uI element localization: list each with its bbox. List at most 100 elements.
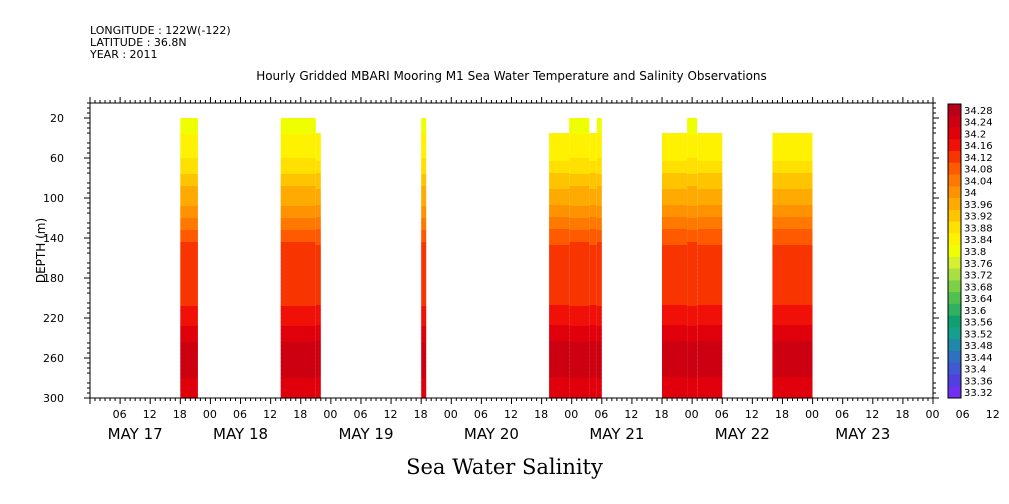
heatmap-cell: [697, 257, 723, 262]
heatmap-cell: [315, 153, 321, 158]
heatmap-cell: [772, 285, 813, 290]
colorbar-swatch: [948, 268, 961, 281]
heatmap-cell: [315, 317, 321, 322]
heatmap-cell: [596, 138, 602, 143]
heatmap-cell: [280, 126, 316, 131]
heatmap-cell: [596, 142, 602, 147]
heatmap-cell: [662, 385, 688, 390]
heatmap-cell: [687, 338, 698, 343]
heatmap-cell: [180, 254, 198, 259]
heatmap-cell: [180, 230, 198, 235]
heatmap-cell: [772, 221, 813, 226]
heatmap-cell: [180, 210, 198, 215]
heatmap-cell: [280, 370, 316, 375]
heatmap-cell: [596, 230, 602, 235]
heatmap-cell: [772, 305, 813, 310]
heatmap-cell: [280, 246, 316, 251]
heatmap-cell: [315, 385, 321, 390]
x-hour-tick-label: 12: [745, 408, 759, 421]
heatmap-cell: [687, 166, 698, 171]
heatmap-cell: [549, 261, 570, 266]
heatmap-cell: [549, 289, 570, 294]
heatmap-cell: [280, 238, 316, 243]
heatmap-cell: [180, 198, 198, 203]
heatmap-cell: [772, 313, 813, 318]
heatmap-cell: [421, 202, 427, 207]
heatmap-cell: [589, 377, 597, 382]
heatmap-cell: [662, 161, 688, 166]
heatmap-cell: [421, 310, 427, 315]
heatmap-cell: [596, 274, 602, 279]
x-hour-tick-label: 18: [414, 408, 428, 421]
heatmap-cell: [772, 317, 813, 322]
heatmap-cell: [280, 222, 316, 227]
heatmap-cell: [596, 150, 602, 155]
heatmap-cell: [687, 186, 698, 191]
heatmap-cell: [662, 261, 688, 266]
heatmap-cell: [772, 333, 813, 338]
heatmap-cell: [589, 173, 597, 178]
x-hour-tick-label: 06: [113, 408, 127, 421]
heatmap-cell: [662, 337, 688, 342]
heatmap-cell: [315, 337, 321, 342]
heatmap-cell: [687, 202, 698, 207]
heatmap-cell: [589, 225, 597, 230]
heatmap-cell: [687, 158, 698, 163]
heatmap-cell: [772, 293, 813, 298]
colorbar-label: 33.76: [964, 259, 993, 270]
heatmap-cell: [697, 193, 723, 198]
heatmap-cell: [662, 165, 688, 170]
heatmap-cell: [589, 341, 597, 346]
heatmap-cell: [687, 294, 698, 299]
heatmap-cell: [697, 265, 723, 270]
heatmap-cell: [180, 378, 198, 383]
heatmap-cell: [549, 233, 570, 238]
heatmap-cell: [772, 245, 813, 250]
heatmap-cell: [280, 242, 316, 247]
colorbar-swatch: [948, 256, 961, 270]
heatmap-cell: [589, 161, 597, 166]
heatmap-cell: [687, 130, 698, 135]
x-day-label: MAY 19: [338, 425, 393, 443]
x-hour-tick-label: 00: [926, 408, 940, 421]
heatmap-cell: [180, 374, 198, 379]
heatmap-cell: [280, 210, 316, 215]
heatmap-cell: [596, 186, 602, 191]
heatmap-cell: [596, 158, 602, 163]
heatmap-cell: [772, 233, 813, 238]
heatmap-cell: [772, 349, 813, 354]
heatmap-cell: [662, 245, 688, 250]
heatmap-cell: [697, 301, 723, 306]
colorbar-label: 33.6: [964, 306, 986, 317]
heatmap-cell: [280, 278, 316, 283]
heatmap-cell: [315, 245, 321, 250]
heatmap-cell: [549, 349, 570, 354]
heatmap-cell: [662, 381, 688, 386]
heatmap-cell: [596, 178, 602, 183]
heatmap-cell: [697, 389, 723, 394]
colorbar-label: 34.08: [964, 165, 993, 176]
heatmap-cell: [315, 289, 321, 294]
heatmap-cell: [549, 173, 570, 178]
heatmap-cell: [421, 118, 427, 123]
heatmap-cell: [315, 225, 321, 230]
heatmap-cell: [687, 350, 698, 355]
heatmap-cell: [662, 273, 688, 278]
heatmap-cell: [569, 358, 590, 363]
heatmap-cell: [662, 345, 688, 350]
heatmap-cell: [589, 313, 597, 318]
heatmap-cell: [315, 277, 321, 282]
heatmap-cell: [180, 318, 198, 323]
heatmap-cell: [772, 133, 813, 138]
heatmap-cell: [280, 274, 316, 279]
heatmap-cell: [687, 382, 698, 387]
heatmap-cell: [662, 289, 688, 294]
heatmap-cell: [315, 213, 321, 218]
heatmap-cell: [280, 266, 316, 271]
heatmap-cell: [421, 182, 427, 187]
heatmap-cell: [280, 214, 316, 219]
heatmap-cell: [569, 230, 590, 235]
heatmap-cell: [569, 394, 590, 399]
heatmap-cell: [596, 314, 602, 319]
heatmap-cell: [772, 281, 813, 286]
